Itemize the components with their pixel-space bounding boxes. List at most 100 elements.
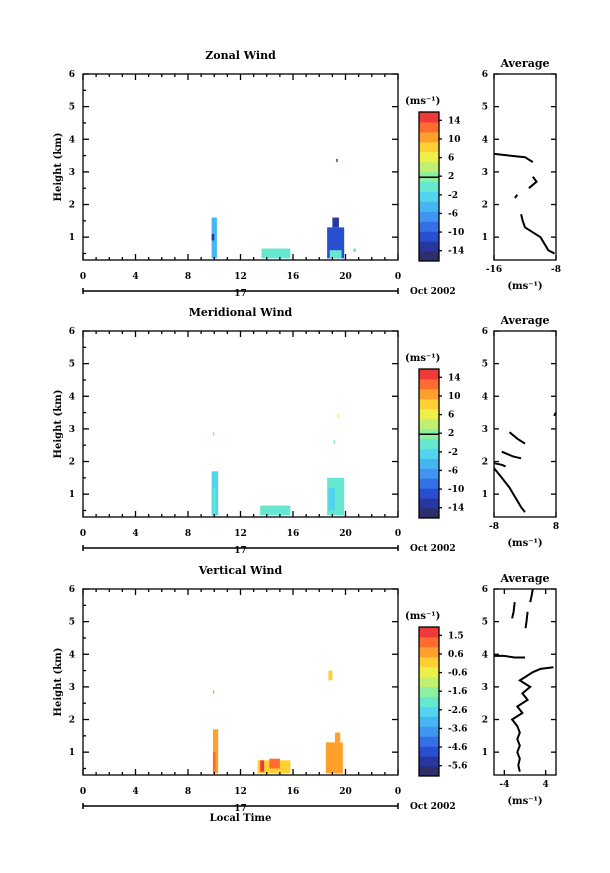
data-patch xyxy=(325,742,343,774)
average-profile-line xyxy=(493,462,506,468)
colorbar-frame xyxy=(418,368,440,519)
colorbar-swatch xyxy=(419,161,439,173)
x-tick-label: 12 xyxy=(234,272,247,282)
colorbar-swatch xyxy=(419,706,439,717)
x-tick-label: 4 xyxy=(132,787,138,797)
average-frame xyxy=(493,73,557,261)
y-tick-label: 6 xyxy=(69,327,75,337)
colorbar-swatch xyxy=(419,508,439,519)
colorbar-swatch xyxy=(419,656,439,668)
colorbar-tick-label: 14 xyxy=(448,116,461,126)
average-x-label: (ms⁻¹) xyxy=(507,281,542,292)
colorbar-swatch xyxy=(419,241,439,252)
panel-title: Meridional Wind xyxy=(189,306,293,319)
data-patch xyxy=(269,758,280,769)
average-profile-line xyxy=(511,601,516,619)
colorbar-swatch xyxy=(419,151,439,163)
average-y-tick-label: 5 xyxy=(482,103,488,113)
colorbar-frame xyxy=(418,626,440,777)
colorbar-swatch xyxy=(419,726,439,737)
average-profile-line xyxy=(514,194,519,199)
data-patch xyxy=(335,732,341,743)
colorbar-swatch xyxy=(419,369,439,380)
average-profile-line xyxy=(510,666,554,772)
colorbar-swatch xyxy=(419,201,439,212)
x-tick-label: 0 xyxy=(395,529,401,539)
colorbar-tick-label: -0.6 xyxy=(448,669,467,679)
average-frame xyxy=(493,330,557,518)
data-patch xyxy=(332,217,339,228)
colorbar-swatch xyxy=(419,221,439,232)
average-y-tick-label: 5 xyxy=(482,360,488,370)
colorbar-swatch xyxy=(419,112,439,123)
date-label: Oct 2002 xyxy=(410,544,456,554)
colorbar-tick-label: 1.5 xyxy=(448,631,464,641)
colorbar-swatch xyxy=(419,448,439,459)
x-tick-label: 8 xyxy=(185,529,191,539)
data-patch xyxy=(212,690,215,694)
colorbar-tick-label: -2 xyxy=(448,448,458,458)
average-x-tick-label: -8 xyxy=(551,265,561,275)
colorbar-label: (ms⁻¹) xyxy=(405,96,440,107)
average-y-tick-label: 3 xyxy=(482,425,488,435)
average-profile-line xyxy=(501,450,522,460)
average-profile-line xyxy=(529,588,534,603)
y-tick-label: 3 xyxy=(69,683,75,693)
average-y-tick-label: 2 xyxy=(482,458,488,468)
average-y-tick-label: 6 xyxy=(482,327,488,337)
average-y-tick-label: 2 xyxy=(482,716,488,726)
average-profile-line xyxy=(508,431,526,445)
average-profile-line xyxy=(493,152,534,163)
average-y-tick-label: 4 xyxy=(482,135,488,145)
date-label: Oct 2002 xyxy=(410,802,456,812)
average-profile-line xyxy=(494,654,525,659)
x-tick-label: 0 xyxy=(395,272,401,282)
data-patch xyxy=(353,248,356,252)
plot-frame xyxy=(82,73,399,261)
colorbar-swatch xyxy=(419,636,439,648)
y-tick-label: 2 xyxy=(69,458,75,468)
y-tick-label: 5 xyxy=(69,103,75,113)
data-patch xyxy=(212,432,215,436)
x-tick-label: 16 xyxy=(287,529,300,539)
y-tick-label: 5 xyxy=(69,360,75,370)
x-tick-label: 20 xyxy=(339,272,352,282)
x-tick-label: 8 xyxy=(185,787,191,797)
average-x-label: (ms⁻¹) xyxy=(507,796,542,807)
data-patch xyxy=(211,233,215,241)
y-tick-label: 2 xyxy=(69,201,75,211)
average-y-tick-label: 3 xyxy=(482,683,488,693)
colorbar-tick-label: -14 xyxy=(448,247,464,257)
colorbar-swatch xyxy=(419,121,439,133)
x-tick-label: 12 xyxy=(234,787,247,797)
average-y-tick-label: 4 xyxy=(482,392,488,402)
average-x-tick-label: 8 xyxy=(553,522,559,532)
y-axis-label: Height (km) xyxy=(53,648,64,717)
day-label: 17 xyxy=(234,289,247,299)
colorbar-swatch xyxy=(419,696,439,707)
colorbar-swatch xyxy=(419,388,439,400)
y-tick-label: 1 xyxy=(69,233,75,243)
colorbar-swatch xyxy=(419,231,439,242)
average-y-tick-label: 4 xyxy=(482,650,488,660)
colorbar-label: (ms⁻¹) xyxy=(405,611,440,622)
colorbar-swatch xyxy=(419,191,439,202)
colorbar-swatch xyxy=(419,716,439,727)
colorbar-tick-label: 6 xyxy=(448,154,454,164)
x-tick-label: 16 xyxy=(287,787,300,797)
colorbar-swatch xyxy=(419,488,439,499)
x-tick-label: 0 xyxy=(80,529,86,539)
average-x-tick-label: -8 xyxy=(489,522,499,532)
average-profile-line xyxy=(528,176,538,189)
colorbar-tick-label: -6 xyxy=(448,466,458,476)
colorbar-tick-label: 2 xyxy=(448,172,454,182)
panel-title: Vertical Wind xyxy=(198,564,283,577)
colorbar-swatch xyxy=(419,627,439,638)
colorbar-swatch xyxy=(419,131,439,143)
colorbar-swatch xyxy=(419,211,439,222)
y-tick-label: 3 xyxy=(69,425,75,435)
